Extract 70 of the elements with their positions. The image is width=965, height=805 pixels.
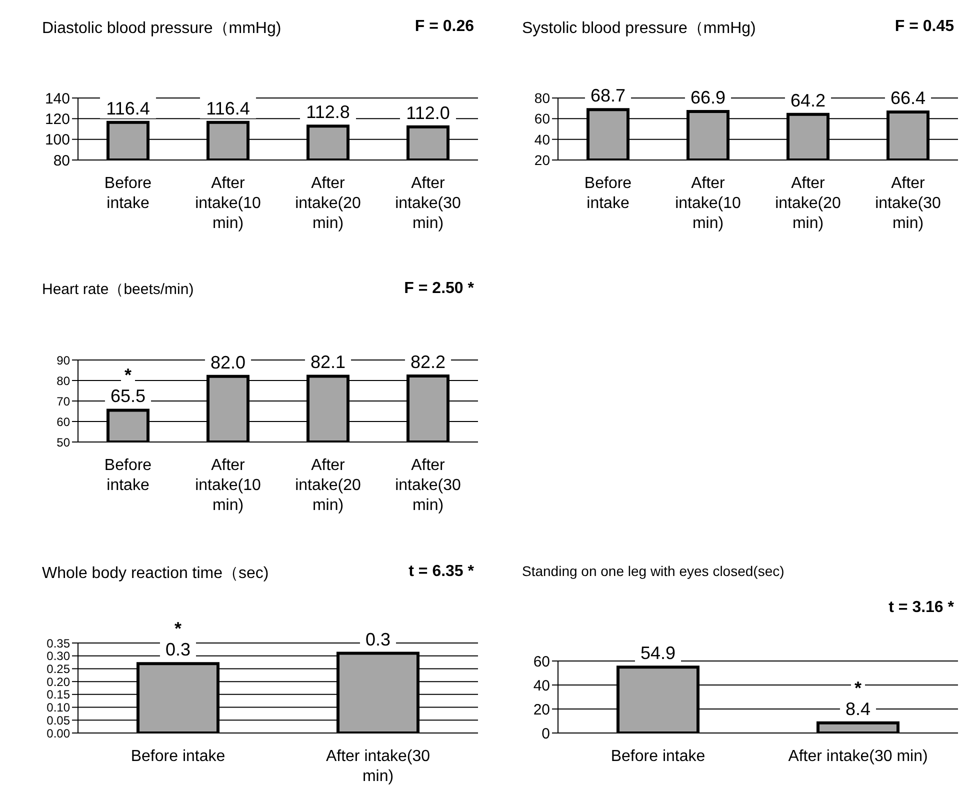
y-tick-label: 80 [53,152,70,170]
text: t = 6.35 * [408,563,474,581]
x-tick-label: Before intake [130,748,226,765]
data-label: 112.8 [306,102,350,122]
y-tick-label: 50 [56,435,70,450]
chart-title: Standing on one leg with eyes closed(sec) [522,563,784,579]
y-tick-label: 0.15 [46,688,70,702]
annotation: * [174,618,182,639]
data-label: 8.4 [845,698,871,719]
y-tick-label: 0.00 [46,726,70,740]
data-label: 0.3 [365,629,391,650]
x-tick-label: After intake(30 min) [395,175,462,232]
text: F = 2.50 * [404,280,474,298]
data-label: 66.4 [890,88,926,108]
data-label: 116.4 [106,98,150,118]
y-tick-label: 80 [56,374,70,388]
data-label: 82.1 [310,352,346,372]
data-label: 112.0 [406,102,450,123]
text: t = 3.16 * [888,599,954,617]
y-tick-label: 90 [56,353,70,368]
x-tick-label: After intake(10 min) [675,175,742,232]
x-tick-label: Before intake [104,175,152,212]
x-tick-label: After intake(30 min) [395,457,462,514]
data-label: 116.4 [206,98,250,118]
data-label: 0.3 [165,640,191,660]
annotation: * [854,678,862,698]
x-tick-label: After intake(20 min) [295,457,362,514]
y-tick-label: 120 [44,110,70,128]
y-tick-label: 0.30 [46,649,70,664]
y-tick-label: 40 [533,677,550,694]
y-tick-label: 0.05 [46,713,70,728]
y-tick-label: 140 [44,90,70,108]
data-label: 64.2 [790,90,826,110]
y-tick-label: 0.10 [46,700,70,715]
data-label: 68.7 [590,86,626,106]
x-tick-label: After intake(10 min) [195,175,262,232]
data-label: 82.0 [210,352,246,372]
y-tick-label: 60 [56,414,70,429]
y-tick-label: 20 [533,701,550,718]
x-tick-label: After intake(30 min) [326,748,430,785]
x-tick-label: After intake(20 min) [295,175,362,232]
data-label: 66.9 [690,88,726,108]
y-tick-label: 70 [56,394,70,408]
x-tick-label: After intake(20 min) [775,175,842,232]
x-tick-label: After intake(30 min) [875,175,942,232]
data-label: 65.5 [110,386,146,406]
y-tick-label: 60 [533,653,550,670]
y-tick-label: 100 [44,132,70,149]
x-tick-label: After intake(10 min) [195,457,262,514]
annotation: * [124,365,132,386]
x-tick-label: Before intake [104,457,152,494]
y-tick-label: 0.20 [46,674,70,689]
x-tick-label: Before intake [584,175,632,212]
y-tick-label: 20 [534,152,550,168]
chart-title: Heart rate（beets/min) [42,280,194,299]
x-tick-label: Before intake [610,748,706,765]
x-tick-label: After intake(30 min) [788,748,928,765]
y-tick-label: 0 [542,725,550,742]
data-label: 54.9 [640,643,676,664]
y-tick-label: 0.35 [46,636,70,650]
chart-title: Systolic blood pressure（mmHg) [522,19,756,39]
y-tick-label: 80 [534,90,550,106]
text: F = 0.26 [414,18,474,36]
y-tick-label: 40 [534,131,550,148]
text: F = 0.45 [894,18,954,36]
chart-title: Diastolic blood pressure（mmHg) [42,19,282,39]
data-label: 82.2 [410,352,446,372]
y-tick-label: 0.25 [46,662,70,676]
y-tick-label: 60 [534,110,550,127]
chart-title: Whole body reaction time（sec) [42,564,269,584]
